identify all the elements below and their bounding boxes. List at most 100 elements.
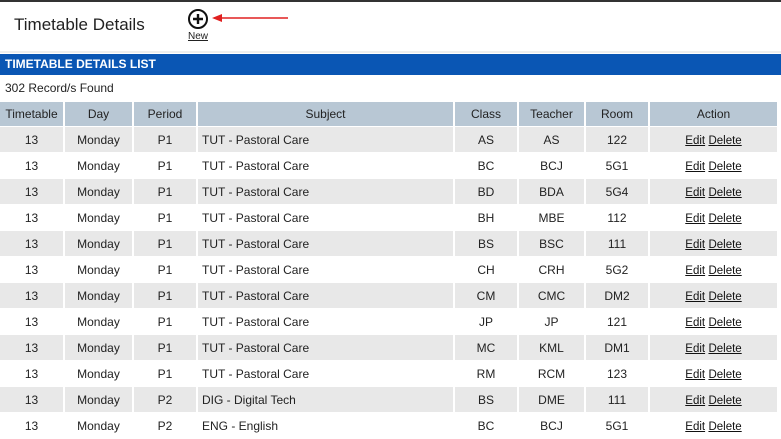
column-header-class: Class (455, 102, 517, 126)
cell-teacher: MBE (538, 210, 565, 225)
table-row: 13 Monday P2 DIG - Digital Tech BS DME 111 Edit… (0, 387, 777, 412)
table-row: 13 Monday P1 TUT - Pastoral Care MC KML DM1 Edi… (0, 335, 777, 360)
cell-class: BH (477, 210, 495, 225)
delete-link[interactable]: Delete (708, 186, 742, 199)
cell-period: P1 (134, 179, 196, 204)
cell-subject: TUT - Pastoral Care (198, 231, 453, 256)
cell-day: Monday (65, 335, 132, 360)
cell-action: Edit Delete (650, 335, 777, 360)
cell-period: P1 (157, 210, 173, 225)
delete-link[interactable]: Delete (708, 212, 742, 225)
delete-link[interactable]: Delete (708, 316, 742, 329)
cell-room: DM1 (586, 335, 648, 360)
table-row: 13 Monday P1 TUT - Pastoral Care BD BDA 5G4 Edi… (0, 179, 777, 204)
cell-action: Edit Delete (650, 205, 777, 230)
cell-teacher: JP (544, 314, 559, 329)
cell-room: DM2 (586, 283, 648, 308)
delete-link[interactable]: Delete (708, 290, 742, 303)
page-title: Timetable Details (14, 15, 145, 34)
cell-day: Monday (65, 283, 132, 308)
cell-period: P2 (157, 418, 173, 433)
edit-link[interactable]: Edit (685, 316, 706, 329)
cell-day: Monday (77, 210, 120, 225)
edit-link[interactable]: Edit (685, 212, 706, 225)
cell-timetable: 13 (24, 314, 39, 329)
cell-class: CM (455, 283, 517, 308)
edit-link[interactable]: Edit (685, 238, 706, 251)
table-row: 13 Monday P1 TUT - Pastoral Care CM CMC DM2 Edi… (0, 283, 777, 308)
cell-subject: TUT - Pastoral Care (202, 262, 310, 277)
delete-link[interactable]: Delete (708, 264, 742, 277)
cell-timetable: 13 (0, 179, 63, 204)
cell-timetable: 13 (0, 231, 63, 256)
cell-teacher: RCM (537, 366, 566, 381)
delete-link[interactable]: Delete (708, 342, 742, 355)
cell-period: P1 (157, 158, 173, 173)
cell-class: BS (455, 387, 517, 412)
cell-teacher: DME (519, 387, 584, 412)
cell-teacher: KML (519, 335, 584, 360)
cell-subject: TUT - Pastoral Care (198, 335, 453, 360)
cell-action: Edit Delete (650, 127, 777, 152)
cell-period: P1 (134, 335, 196, 360)
cell-class: AS (455, 127, 517, 152)
delete-link[interactable]: Delete (708, 160, 742, 173)
cell-timetable: 13 (24, 418, 39, 433)
cell-timetable: 13 (24, 210, 39, 225)
cell-room: 123 (606, 366, 628, 381)
cell-subject: TUT - Pastoral Care (202, 366, 310, 381)
cell-class: JP (478, 314, 493, 329)
delete-link[interactable]: Delete (708, 238, 742, 251)
delete-link[interactable]: Delete (708, 394, 742, 407)
cell-day: Monday (65, 179, 132, 204)
cell-period: P1 (157, 366, 173, 381)
edit-link[interactable]: Edit (685, 290, 706, 303)
cell-teacher: CRH (538, 262, 565, 277)
delete-link[interactable]: Delete (708, 134, 742, 147)
cell-action: Edit Delete (650, 413, 777, 438)
cell-class: RM (476, 366, 496, 381)
cell-subject: TUT - Pastoral Care (198, 283, 453, 308)
cell-subject: ENG - English (202, 418, 279, 433)
edit-link[interactable]: Edit (685, 134, 706, 147)
delete-link[interactable]: Delete (708, 420, 742, 433)
cell-period: P1 (134, 231, 196, 256)
page-header: Timetable Details New (0, 2, 781, 51)
cell-day: Monday (65, 127, 132, 152)
cell-period: P2 (134, 387, 196, 412)
cell-subject: TUT - Pastoral Care (202, 158, 310, 173)
edit-link[interactable]: Edit (685, 394, 706, 407)
cell-room: 111 (586, 231, 648, 256)
cell-action: Edit Delete (650, 361, 777, 386)
edit-link[interactable]: Edit (685, 186, 706, 199)
edit-link[interactable]: Edit (685, 264, 706, 277)
cell-subject: TUT - Pastoral Care (198, 179, 453, 204)
cell-teacher: BCJ (540, 158, 563, 173)
delete-link[interactable]: Delete (708, 368, 742, 381)
column-header-day: Day (65, 102, 132, 126)
new-button[interactable]: New (186, 8, 210, 42)
cell-timetable: 13 (24, 366, 39, 381)
cell-subject: TUT - Pastoral Care (202, 314, 310, 329)
edit-link[interactable]: Edit (685, 342, 706, 355)
red-arrow-annotation (212, 14, 288, 22)
cell-class: CH (477, 262, 495, 277)
column-header-action: Action (650, 102, 777, 126)
cell-room: 5G1 (605, 158, 629, 173)
table-row: 13 Monday P1 TUT - Pastoral Care AS AS 122 Edit… (0, 127, 777, 152)
cell-timetable: 13 (24, 158, 39, 173)
cell-day: Monday (77, 262, 120, 277)
cell-teacher: AS (519, 127, 584, 152)
timetable-table: Timetable Day Period Subject Class Teacher Roo… (0, 101, 779, 439)
edit-link[interactable]: Edit (685, 420, 706, 433)
table-row: 13 Monday P1 TUT - Pastoral Care BC BCJ 5G1 Edi… (0, 153, 777, 178)
cell-day: Monday (77, 314, 120, 329)
column-header-timetable: Timetable (0, 102, 63, 126)
new-label: New (187, 31, 208, 42)
table-row: 13 Monday P1 TUT - Pastoral Care CH CRH 5G2 Edi… (0, 257, 777, 282)
cell-room: 121 (606, 314, 628, 329)
cell-teacher: CMC (519, 283, 584, 308)
cell-room: 112 (607, 210, 627, 225)
edit-link[interactable]: Edit (685, 368, 706, 381)
edit-link[interactable]: Edit (685, 160, 706, 173)
